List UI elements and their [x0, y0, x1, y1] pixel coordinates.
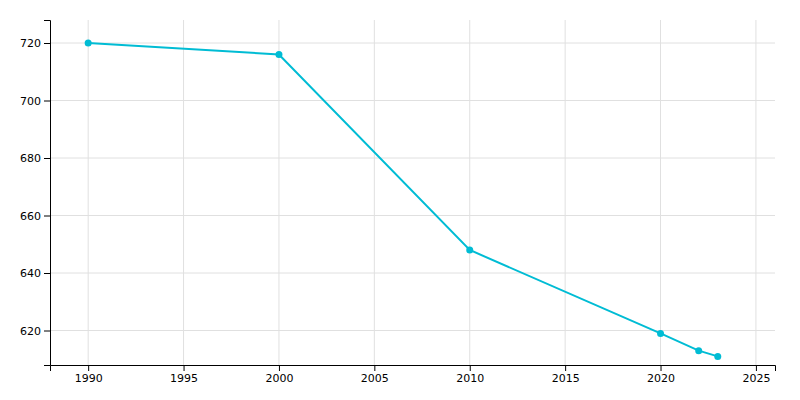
tick-label: 720 [20, 37, 41, 50]
tick-label: 2020 [647, 372, 675, 385]
y-tick: 620 [20, 325, 50, 338]
tick-label: 2000 [265, 372, 293, 385]
tick-label: 620 [20, 325, 41, 338]
grid-line [88, 20, 89, 365]
tick-mark [279, 365, 280, 371]
grid-line [50, 215, 775, 216]
tick-mark [565, 365, 566, 371]
tick-mark [44, 331, 50, 332]
tick-mark [44, 216, 50, 217]
y-tick: 700 [20, 95, 50, 108]
axis-line [51, 366, 776, 372]
tick-mark [756, 365, 757, 371]
tick-mark [374, 365, 375, 371]
tick-label: 2005 [361, 372, 389, 385]
point [657, 330, 664, 337]
y-tick: 640 [20, 267, 50, 280]
tick-mark [44, 101, 50, 102]
x-tick: 2005 [361, 365, 389, 385]
chart-container: 1990 1995 2000 2005 2010 2015 2020 2025 620 640 66… [0, 0, 800, 400]
tick-mark [88, 365, 89, 371]
tick-mark [184, 365, 185, 371]
point [275, 51, 282, 58]
grid-line [50, 273, 775, 274]
y-tick: 680 [20, 152, 50, 165]
point [714, 353, 721, 360]
x-tick: 2015 [552, 365, 580, 385]
line [88, 43, 718, 356]
grid-line [50, 100, 775, 101]
tick-label: 660 [20, 210, 41, 223]
x-tick: 2000 [265, 365, 293, 385]
point [85, 40, 92, 47]
axis-line [44, 21, 51, 366]
tick-label: 680 [20, 152, 41, 165]
tick-label: 1995 [170, 372, 198, 385]
tick-mark [44, 43, 50, 44]
tick-label: 1990 [75, 372, 103, 385]
series [85, 40, 722, 360]
tick-label: 2010 [456, 372, 484, 385]
tick-label: 700 [20, 95, 41, 108]
y-tick: 660 [20, 210, 50, 223]
tick-mark [44, 158, 50, 159]
grid-line [469, 20, 470, 365]
y-tick: 720 [20, 37, 50, 50]
grid-line [50, 330, 775, 331]
grid [50, 20, 775, 365]
point [695, 347, 702, 354]
grid-line [660, 20, 661, 365]
x-tick: 2020 [647, 365, 675, 385]
grid-line [50, 43, 775, 44]
x-tick: 1990 [75, 365, 103, 385]
grid-line [755, 20, 756, 365]
tick-label: 640 [20, 267, 41, 280]
plot: 1990 1995 2000 2005 2010 2015 2020 2025 620 640 66… [20, 20, 776, 385]
point [466, 247, 473, 254]
x-tick: 2010 [456, 365, 484, 385]
tick-mark [44, 273, 50, 274]
tick-label: 2015 [552, 372, 580, 385]
grid-line [374, 20, 375, 365]
y-axis: 620 640 660 680 700 720 [20, 21, 51, 366]
tick-label: 2025 [742, 372, 770, 385]
x-tick: 2025 [742, 365, 770, 385]
x-tick: 1995 [170, 365, 198, 385]
tick-mark [661, 365, 662, 371]
grid-line [50, 158, 775, 159]
grid-line [278, 20, 279, 365]
chart: 1990 1995 2000 2005 2010 2015 2020 2025 620 640 66… [0, 0, 800, 400]
grid-line [183, 20, 184, 365]
x-axis: 1990 1995 2000 2005 2010 2015 2020 2025 [51, 365, 776, 385]
tick-mark [470, 365, 471, 371]
grid-line [565, 20, 566, 365]
